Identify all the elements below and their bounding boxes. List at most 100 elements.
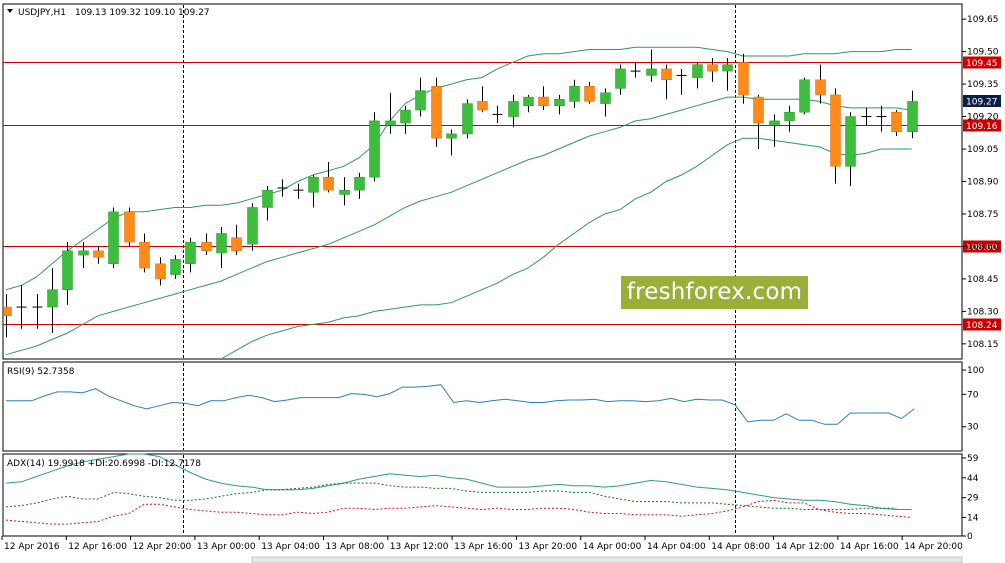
candle-bull — [170, 259, 181, 275]
candle-bear — [815, 79, 826, 96]
price-tick-label: 108.75 — [967, 210, 999, 220]
price-tick-label: 108.15 — [967, 340, 999, 350]
candle-bull — [262, 189, 273, 208]
time-tick-label: 14 Apr 04:00 — [647, 542, 706, 552]
ohlc-label: 109.13 109.32 109.10 109.27 — [75, 8, 210, 18]
current-price-label: 109.27 — [966, 98, 998, 108]
candle-bull — [47, 289, 58, 308]
adx-pane: 59 44 29 14 0 — [2, 453, 979, 542]
adx-pane-frame — [2, 453, 963, 537]
candle-bull — [692, 64, 703, 78]
candle-bull — [769, 120, 780, 126]
candles-group — [4, 49, 918, 338]
candle-bull — [523, 96, 534, 106]
candle-bull — [369, 120, 380, 178]
time-tick-label: 13 Apr 08:00 — [326, 542, 385, 552]
price-tick-label: 109.65 — [967, 15, 999, 25]
bands-group — [5, 46, 912, 358]
candle-bear — [323, 176, 334, 191]
level-price-tag — [963, 56, 1001, 69]
freshforex-logo: freshforex.com — [621, 276, 808, 309]
candle-bull — [108, 211, 119, 265]
time-tick-label: 13 Apr 12:00 — [390, 542, 449, 552]
adx-series-adx — [5, 453, 912, 510]
candle-bear — [707, 64, 718, 72]
level-price-tag — [963, 119, 1001, 132]
candle-bull — [799, 79, 810, 113]
adx-tick-label: 14 — [967, 513, 979, 523]
rsi-pane-frame — [2, 361, 963, 452]
candle-bear — [753, 96, 764, 124]
time-tick-label: 12 Apr 16:00 — [68, 542, 127, 552]
rsi-tick-label: 100 — [967, 366, 984, 376]
bollinger-lower-line — [221, 137, 912, 358]
adx-tick-label: 29 — [967, 494, 979, 504]
price-tick-label: 108.30 — [967, 307, 999, 317]
time-tick-label: 14 Apr 16:00 — [840, 542, 899, 552]
candle-bull — [247, 207, 258, 245]
candle-bear — [201, 241, 212, 252]
candle-bull — [185, 241, 196, 265]
candle-bear — [661, 68, 672, 81]
price-tick-label: 109.35 — [967, 80, 999, 90]
level-price-tag — [963, 318, 1001, 331]
horizontal-scrollbar — [251, 556, 963, 563]
candle-bull — [569, 86, 580, 102]
time-tick-label: 13 Apr 16:00 — [454, 542, 513, 552]
candle-bear — [891, 111, 902, 132]
candle-bull — [784, 111, 795, 122]
candle-bear — [139, 241, 150, 269]
price-tick-label: 109.50 — [967, 48, 999, 58]
time-axis: 12 Apr 2016 12 Apr 16:00 12 Apr 20:00 13 Ap… — [1, 536, 963, 563]
candle-bull — [400, 109, 411, 124]
candle-bull — [62, 250, 73, 290]
time-tick-label: 13 Apr 00:00 — [197, 542, 256, 552]
candle-bear — [4, 306, 12, 316]
candle-bear — [738, 62, 749, 96]
time-tick-label: 14 Apr 00:00 — [583, 542, 642, 552]
rsi-pane: 100 70 30 — [2, 361, 984, 452]
time-tick-label: 13 Apr 04:00 — [261, 542, 320, 552]
time-tick-label: 13 Apr 20:00 — [518, 542, 577, 552]
symbol-label: USDJPY,H1 — [18, 8, 66, 18]
rsi-tick-label: 30 — [967, 423, 979, 433]
candle-bull — [446, 133, 457, 139]
candle-bear — [124, 211, 135, 243]
candle-bull — [339, 189, 350, 195]
candle-bull — [907, 101, 918, 132]
collapse-triangle-icon — [7, 9, 13, 13]
candle-bull — [462, 103, 473, 135]
time-tick-label: 14 Apr 12:00 — [776, 542, 835, 552]
candle-bear — [538, 96, 549, 106]
adx-label: ADX(14) 19.9918 +DI:20.6998 -DI:12.7178 — [7, 459, 201, 469]
bollinger-upper-line — [5, 46, 912, 291]
candle-bear — [155, 263, 166, 280]
price-pane-frame — [2, 3, 963, 360]
candle-bull — [508, 101, 519, 117]
time-tick-label: 14 Apr 08:00 — [711, 542, 770, 552]
price-pane: 109.45 109.16 108.60 108.24 109.65 109.50 109.… — [2, 3, 1001, 535]
price-tick-label: 108.45 — [967, 275, 999, 285]
adx-tick-label: 44 — [967, 474, 979, 484]
time-tick-label: 14 Apr 20:00 — [904, 542, 963, 552]
candle-bear — [584, 86, 595, 102]
level-price-label: 108.24 — [966, 321, 998, 331]
candle-bull — [78, 250, 89, 256]
rsi-tick-label: 70 — [967, 390, 979, 400]
current-price-tag — [963, 95, 1001, 107]
candle-bull — [646, 68, 657, 76]
time-tick-label: 12 Apr 20:00 — [133, 542, 192, 552]
candle-bear — [830, 94, 841, 167]
time-tick-label: 12 Apr 2016 — [4, 542, 60, 552]
candle-bull — [600, 92, 611, 104]
price-tick-label: 109.05 — [967, 145, 999, 155]
rsi-line — [6, 384, 915, 425]
candle-bear — [231, 237, 242, 252]
candle-bull — [354, 176, 365, 191]
level-price-label: 109.16 — [966, 122, 998, 132]
price-tick-label: 108.60 — [967, 242, 999, 252]
candle-bull — [415, 90, 426, 111]
candle-bear — [431, 86, 442, 139]
candle-bull — [722, 64, 733, 72]
adx-series-di — [5, 482, 897, 510]
